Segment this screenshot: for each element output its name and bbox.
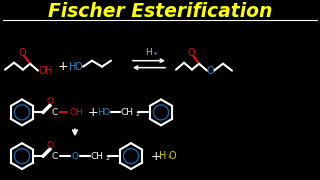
- Text: O: O: [102, 108, 109, 117]
- Text: H: H: [76, 108, 82, 117]
- Text: 2: 2: [105, 156, 109, 161]
- Text: CH: CH: [91, 152, 103, 161]
- Text: O: O: [46, 141, 53, 150]
- Text: C: C: [52, 108, 58, 117]
- Text: ₂: ₂: [168, 153, 171, 159]
- Text: O: O: [206, 66, 214, 76]
- Text: +: +: [151, 150, 161, 163]
- Text: +: +: [152, 51, 157, 56]
- Text: +: +: [58, 60, 68, 73]
- Text: O: O: [18, 48, 26, 58]
- Text: O: O: [71, 152, 78, 161]
- Text: C: C: [52, 152, 58, 161]
- Text: Fischer Esterification: Fischer Esterification: [48, 3, 272, 21]
- Text: O: O: [46, 97, 53, 106]
- Text: O: O: [38, 66, 46, 76]
- Text: H: H: [159, 151, 167, 161]
- Text: 2: 2: [135, 112, 139, 117]
- Text: +: +: [88, 106, 98, 119]
- Text: O: O: [187, 48, 195, 58]
- Text: H: H: [45, 66, 53, 76]
- Text: H: H: [69, 62, 77, 72]
- Text: O: O: [69, 108, 76, 117]
- Text: CH: CH: [121, 108, 133, 117]
- Text: O: O: [168, 151, 176, 161]
- Text: H: H: [98, 108, 104, 117]
- Text: H: H: [145, 48, 151, 57]
- Text: O: O: [74, 62, 82, 72]
